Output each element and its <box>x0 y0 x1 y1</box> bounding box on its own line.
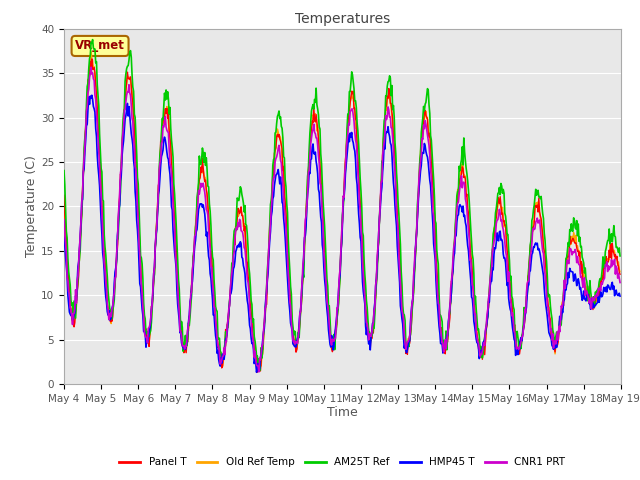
Panel T <box>253 369 261 375</box>
Old Ref Temp <box>214 340 221 346</box>
HMP45 T <box>88 92 96 98</box>
CNR1 PRT <box>87 64 95 70</box>
Old Ref Temp <box>616 269 624 275</box>
Line: CNR1 PRT: CNR1 PRT <box>64 67 620 372</box>
CNR1 PRT <box>616 280 624 286</box>
Line: AM25T Ref: AM25T Ref <box>64 40 620 371</box>
Panel T <box>412 259 419 264</box>
CNR1 PRT <box>128 116 136 121</box>
HMP45 T <box>616 293 624 299</box>
Old Ref Temp <box>412 258 419 264</box>
Old Ref Temp <box>254 368 262 374</box>
AM25T Ref <box>256 368 264 373</box>
Title: Temperatures: Temperatures <box>295 12 390 26</box>
Panel T <box>428 159 435 165</box>
Panel T <box>70 324 78 330</box>
Old Ref Temp <box>70 321 78 327</box>
CNR1 PRT <box>60 216 68 222</box>
Panel T <box>88 56 96 62</box>
Line: Old Ref Temp: Old Ref Temp <box>64 52 620 371</box>
CNR1 PRT <box>185 321 193 327</box>
Old Ref Temp <box>428 158 435 164</box>
CNR1 PRT <box>70 311 78 316</box>
AM25T Ref <box>89 37 97 43</box>
HMP45 T <box>185 319 193 325</box>
Old Ref Temp <box>128 88 136 94</box>
AM25T Ref <box>60 168 68 173</box>
AM25T Ref <box>214 334 221 340</box>
X-axis label: Time: Time <box>327 407 358 420</box>
Y-axis label: Temperature (C): Temperature (C) <box>25 156 38 257</box>
HMP45 T <box>412 252 419 257</box>
HMP45 T <box>70 312 78 317</box>
AM25T Ref <box>428 137 435 143</box>
HMP45 T <box>253 370 260 375</box>
Text: VR_met: VR_met <box>75 39 125 52</box>
CNR1 PRT <box>412 247 419 252</box>
HMP45 T <box>60 233 68 239</box>
Old Ref Temp <box>87 49 95 55</box>
HMP45 T <box>214 348 221 353</box>
AM25T Ref <box>70 298 78 304</box>
AM25T Ref <box>185 320 193 326</box>
Old Ref Temp <box>60 195 68 201</box>
AM25T Ref <box>128 72 136 78</box>
Old Ref Temp <box>185 328 193 334</box>
HMP45 T <box>128 136 136 142</box>
Legend: Panel T, Old Ref Temp, AM25T Ref, HMP45 T, CNR1 PRT: Panel T, Old Ref Temp, AM25T Ref, HMP45 … <box>115 453 570 471</box>
AM25T Ref <box>616 253 624 259</box>
Line: Panel T: Panel T <box>64 59 620 372</box>
Panel T <box>616 271 624 277</box>
CNR1 PRT <box>255 369 263 374</box>
Panel T <box>128 95 136 100</box>
CNR1 PRT <box>214 343 221 348</box>
Panel T <box>60 192 68 198</box>
Line: HMP45 T: HMP45 T <box>64 95 620 372</box>
AM25T Ref <box>412 259 419 264</box>
Panel T <box>214 345 221 350</box>
HMP45 T <box>428 196 435 202</box>
CNR1 PRT <box>428 176 435 181</box>
Panel T <box>185 324 193 329</box>
